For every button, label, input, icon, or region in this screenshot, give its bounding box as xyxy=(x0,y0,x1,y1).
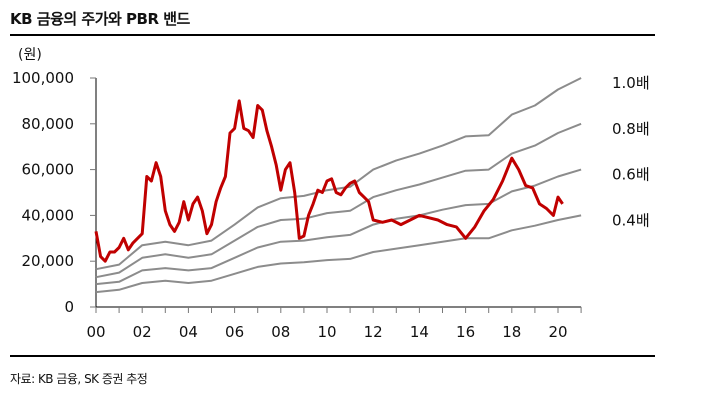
y-tick-label: 100,000 xyxy=(12,69,74,87)
pbr-band-label: 0.4배 xyxy=(612,211,650,229)
x-tick-label: 18 xyxy=(502,323,521,341)
chart-title: KB 금융의 주가와 PBR 밴드 xyxy=(10,10,190,28)
y-tick-label: 40,000 xyxy=(22,206,75,224)
pbr-band-label: 0.6배 xyxy=(612,166,650,184)
pbr-band-label: 1.0배 xyxy=(612,74,650,92)
x-tick-label: 02 xyxy=(133,323,152,341)
pbr-band-line xyxy=(95,168,582,286)
x-tick-label: 00 xyxy=(86,323,105,341)
pbr-band-line xyxy=(95,77,582,271)
x-tick-label: 14 xyxy=(410,323,429,341)
x-tick-label: 08 xyxy=(271,323,290,341)
y-axis-unit: (원) xyxy=(18,47,42,63)
y-tick-label: 0 xyxy=(64,298,74,316)
x-tick-label: 04 xyxy=(179,323,198,341)
x-tick-label: 16 xyxy=(456,323,475,341)
y-tick-label: 20,000 xyxy=(22,252,75,270)
footer-divider xyxy=(10,355,655,357)
source-note: 자료: KB 금융, SK 증권 추정 xyxy=(10,372,148,386)
pbr-band-label: 0.8배 xyxy=(612,120,650,138)
pbr-band-line xyxy=(95,214,582,294)
y-tick-label: 60,000 xyxy=(22,161,75,179)
x-tick-label: 12 xyxy=(364,323,383,341)
x-tick-label: 06 xyxy=(225,323,244,341)
x-tick-label: 20 xyxy=(548,323,567,341)
x-tick-label: 10 xyxy=(317,323,336,341)
y-tick-label: 80,000 xyxy=(22,115,75,133)
pbr-band-line xyxy=(95,122,582,279)
price-line xyxy=(94,99,564,263)
title-divider xyxy=(10,34,655,36)
